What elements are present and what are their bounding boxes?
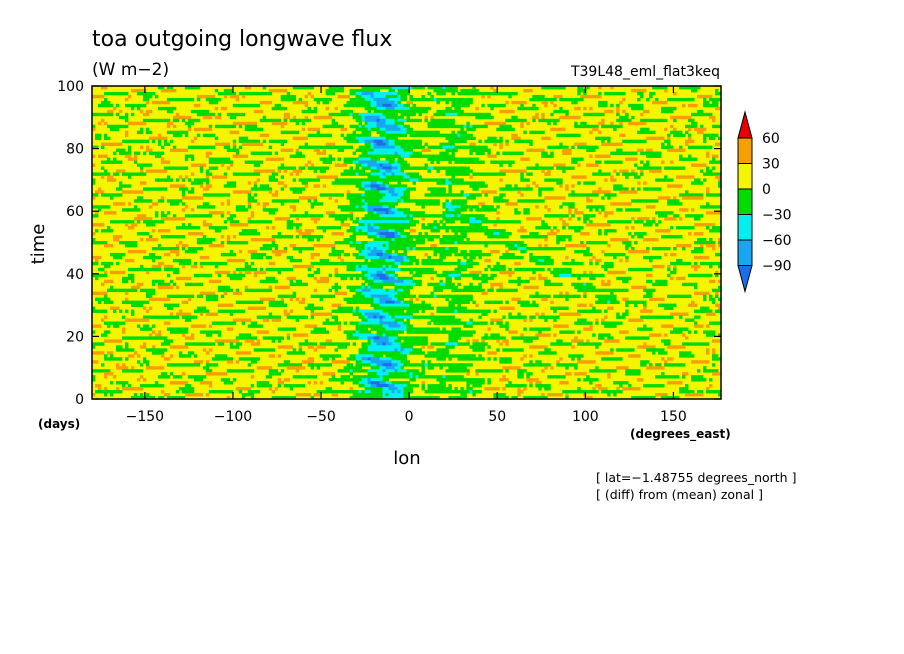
- x-tick-label: −150: [126, 409, 164, 425]
- x-tick-label: 0: [405, 409, 414, 425]
- x-tick-label: 50: [488, 409, 506, 425]
- heatmap-field: [92, 86, 722, 400]
- y-axis: 0 20 40 60 80 100: [57, 79, 721, 408]
- y-tick-label: 100: [57, 79, 84, 95]
- colorbar-label: −90: [762, 259, 792, 275]
- colorbar-max-arrow: [737, 110, 753, 139]
- chart-units: (W m−2): [92, 60, 169, 80]
- y-tick-label: 0: [75, 392, 84, 408]
- colorbar-box: [737, 214, 753, 241]
- y-tick-label: 40: [66, 267, 84, 283]
- colorbar-label: 60: [762, 131, 780, 147]
- note-diff: [ (diff) from (mean) zonal ]: [596, 487, 763, 502]
- x-axis: −150 −100 −50 0 50 100 150: [126, 86, 687, 425]
- y-tick-label: 80: [66, 142, 84, 158]
- y-tick-label: 60: [66, 204, 84, 220]
- colorbar-box: [737, 163, 753, 190]
- colorbar-label: 0: [762, 182, 771, 198]
- x-tick-label: 100: [572, 409, 599, 425]
- colorbar: −90 −60 −30 0 30 60: [737, 110, 792, 294]
- y-unit-label: (days): [38, 417, 80, 431]
- x-tick-label: 150: [660, 409, 687, 425]
- y-axis-title: time: [28, 224, 49, 265]
- chart-title: toa outgoing longwave flux: [92, 27, 392, 52]
- x-unit-label: (degrees_east): [630, 427, 731, 442]
- colorbar-box: [737, 137, 753, 164]
- colorbar-label: 30: [762, 157, 780, 173]
- x-tick-label: −50: [306, 409, 336, 425]
- colorbar-box: [737, 239, 753, 266]
- x-axis-title: lon: [393, 448, 420, 469]
- colorbar-box: [737, 188, 753, 215]
- x-tick-label: −100: [214, 409, 252, 425]
- y-tick-label: 20: [66, 329, 84, 345]
- run-label: T39L48_eml_flat3keq: [570, 64, 720, 80]
- plot-frame: [91, 85, 722, 400]
- colorbar-label: −30: [762, 208, 792, 224]
- colorbar-min-arrow: [737, 265, 753, 294]
- note-latitude: [ lat=−1.48755 degrees_north ]: [596, 470, 796, 485]
- colorbar-label: −60: [762, 233, 792, 249]
